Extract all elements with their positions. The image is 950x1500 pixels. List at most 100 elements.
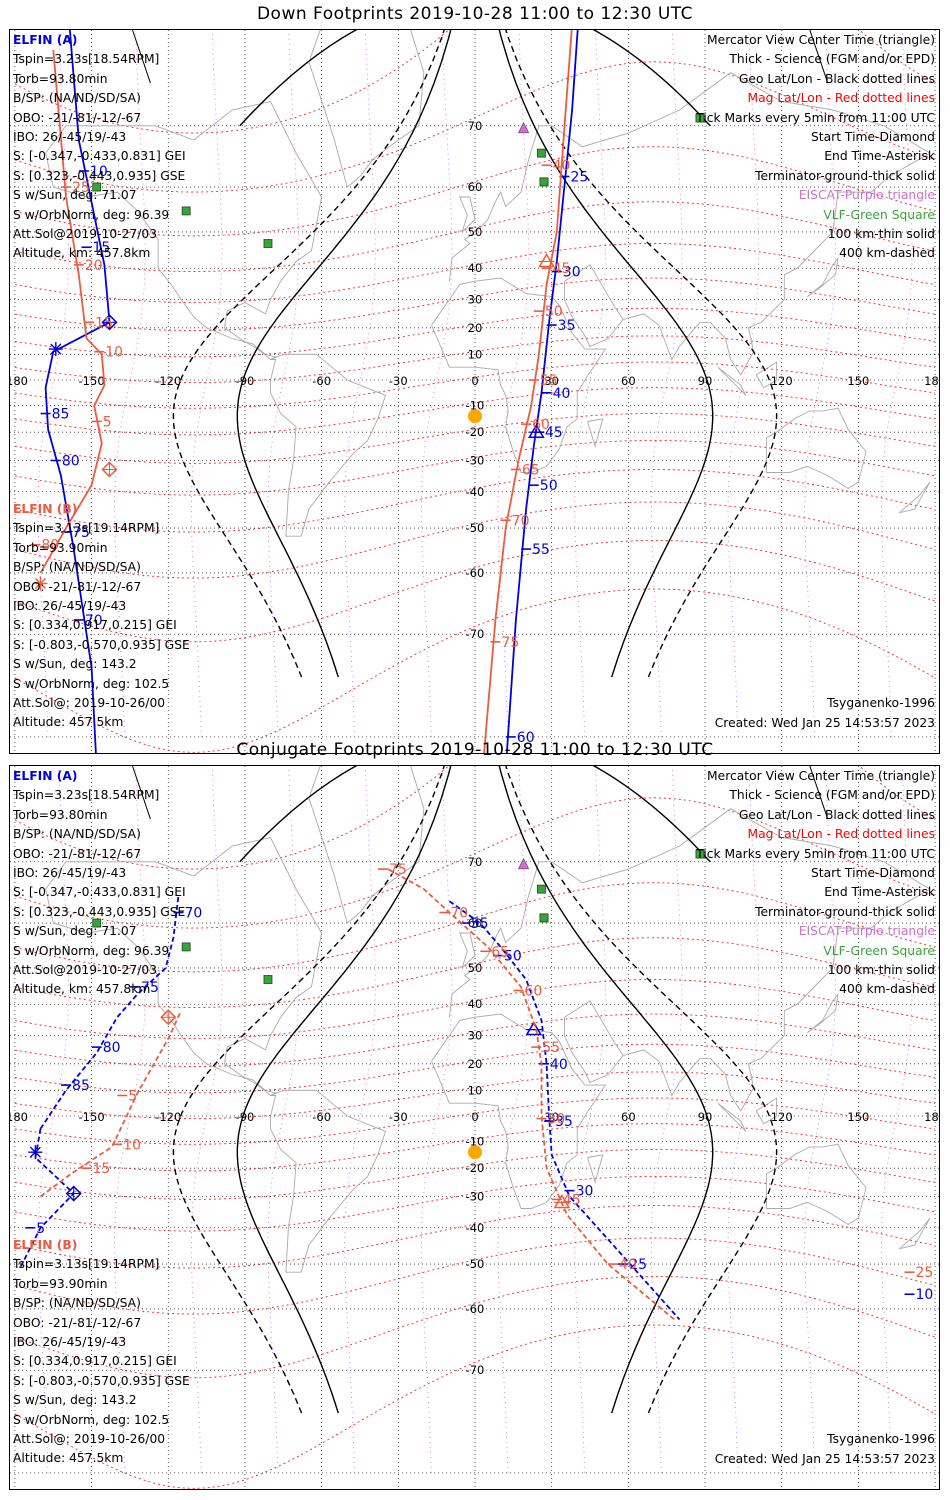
coastline: [431, 277, 607, 473]
terminator-line: [505, 30, 778, 678]
mag-longitude-line: [267, 766, 300, 1473]
footprint-tick-label: 65: [491, 944, 509, 960]
legend-item: VLF-Green Square: [823, 207, 935, 222]
coastline: [308, 30, 425, 188]
mag-latitude-line: [14, 882, 936, 973]
mag-latitude-line: [14, 277, 936, 331]
mag-latitude-line: [14, 1237, 936, 1315]
coastline: [459, 196, 476, 233]
footprint-tick-label: 5: [36, 1221, 45, 1237]
footprint-tick-label: 85: [52, 407, 70, 423]
elfin-a-line: S: [-0.347,-0.433,0.831] GEI: [13, 885, 186, 900]
legend-item: Geo Lat/Lon - Black dotted lines: [738, 807, 935, 822]
mag-longitude-line: [190, 30, 223, 737]
footprint-tick-label: 40: [553, 386, 571, 402]
down-footprints-map: -180 -150 -120 -90 -60 -30 0 30 60 90 120 150 180 -70…: [10, 30, 939, 753]
lon-tick-label: 30: [544, 374, 559, 388]
terminator-100km-line: [809, 766, 829, 820]
lat-tick-label: 30: [468, 293, 483, 307]
elfin-b-line: S: [0.334,0.917,0.215] GEI: [13, 618, 177, 633]
elfin-a-info: ELFIN (A) Tspin=3.23s[18.54RPM] Torb=93.…: [13, 767, 186, 1000]
footprint-tick-label: 75: [72, 525, 90, 541]
conjugate-footprints-map: -180 -150 -120 -90 -60 -30 0 30 60 90 120 150 180 -70…: [10, 766, 939, 1489]
conjugate-panel-title: Conjugate Footprints 2019-10-28 11:00 to…: [236, 740, 714, 760]
elfin-b-line: Altitude: 457.5km: [13, 1451, 124, 1466]
footprint-tick-label: 45: [545, 425, 563, 441]
mag-longitude-line: [880, 766, 913, 1473]
elfin-a-line: Torb=93.80min: [13, 71, 108, 86]
mag-latitude-line: [14, 307, 936, 358]
coastline: [587, 418, 604, 448]
footprint-trace: [39, 1010, 182, 1198]
center-time-triangle: [538, 252, 555, 268]
lon-tick-label: 90: [698, 374, 713, 388]
footprint-trace: [505, 30, 579, 753]
mag-latitude-line: [14, 1205, 936, 1269]
lat-tick-label: -10: [466, 1135, 485, 1149]
elfin-b-line: IBO: 26/-45/19/-43: [13, 598, 127, 613]
footprint-tick-label: 15: [92, 240, 110, 256]
mag-longitude-line: [344, 30, 376, 737]
elfin-b-line: OBO: -21/-81/-12/-67: [13, 1315, 142, 1330]
lat-tick-label: 60: [468, 180, 483, 194]
elfin-b-line: S w/OrbNorm, deg: 102.5: [13, 676, 170, 691]
legend-item: Start Time-Diamond: [810, 129, 935, 144]
lat-tick-label: -10: [466, 399, 485, 413]
lon-tick-label: -180: [10, 1110, 28, 1124]
lat-tick-label: 50: [468, 225, 483, 239]
lon-tick-label: -150: [79, 374, 105, 388]
vlf-station-marker: [181, 942, 191, 952]
legend-item: 100 km-thin solid: [827, 962, 935, 977]
footprint-tick-label: 75: [389, 862, 407, 878]
footprint-tick-label: 25: [72, 180, 90, 196]
elfin-a-line: Att.Sol@2019-10-27/03: [13, 226, 158, 241]
mag-latitude-line: [14, 146, 936, 237]
lat-tick-label: -50: [466, 521, 485, 535]
legend-item: Tick Marks every 5min from 11:00 UTC: [696, 110, 935, 125]
coastline: [755, 361, 778, 389]
terminator-line: [239, 766, 711, 863]
mag-latitude-line: [14, 201, 936, 272]
mag-latitude-line: [14, 61, 936, 193]
footprint-tick-label: 40: [619, 1257, 637, 1273]
legend-item: Mercator View Center Time (triangle): [707, 33, 935, 47]
legend-item: Thick - Science (FGM and/or EPD): [729, 52, 935, 67]
lon-tick-label: 0: [471, 374, 478, 388]
elfin-b-line: Torb=93.90min: [13, 540, 108, 555]
eiscat-station-marker: [517, 121, 530, 134]
mag-longitude-line: [420, 30, 453, 737]
mag-longitude-line: [114, 30, 146, 737]
mag-longitude-line: [420, 766, 453, 1473]
lat-tick-label: -60: [466, 1302, 485, 1316]
footprint-tick-label: 25: [570, 170, 588, 186]
footprint-tick-label: 60: [517, 730, 535, 746]
center-time-triangle: [553, 1193, 571, 1209]
lat-tick-label: 20: [468, 321, 483, 335]
mag-latitude-line: [14, 1149, 936, 1200]
down-footprints-panel: -180 -150 -120 -90 -60 -30 0 30 60 90 120 150 180 -70…: [9, 29, 940, 754]
elfin-b-line: IBO: 26/-45/19/-43: [13, 1334, 127, 1349]
start-diamond-cross: [161, 1010, 176, 1025]
elfin-a-line: S w/Sun, deg: 71.07: [13, 188, 137, 203]
terminator-line: [505, 766, 778, 1414]
elfin-a-line: B/SP: (NA/ND/SD/SA): [13, 91, 141, 106]
terminator-line: [236, 30, 452, 678]
lon-tick-label: 120: [771, 1110, 793, 1124]
coastline: [459, 932, 476, 969]
mag-latitude-line: [14, 1013, 936, 1067]
terminator-100km-line: [132, 766, 151, 820]
lon-tick-label: 150: [847, 374, 869, 388]
footprint-tick-label: 75: [141, 980, 159, 996]
footprint-tick-label: 15: [92, 1161, 110, 1177]
legend-item: Terminator-ground-thick solid: [755, 904, 935, 919]
footprint-tick-label: 10: [90, 164, 108, 180]
mag-longitude-line: [804, 766, 836, 1473]
coastline: [899, 481, 931, 514]
footprint-tick-label: 75: [501, 635, 519, 651]
vlf-station-marker: [539, 177, 549, 187]
footprint-trace: [44, 30, 111, 753]
lat-tick-label: -50: [466, 1257, 485, 1271]
mag-latitude-line: [14, 335, 936, 384]
start-diamond-marker: [65, 1185, 82, 1202]
elfin-b-line: Torb=93.90min: [13, 1276, 108, 1291]
